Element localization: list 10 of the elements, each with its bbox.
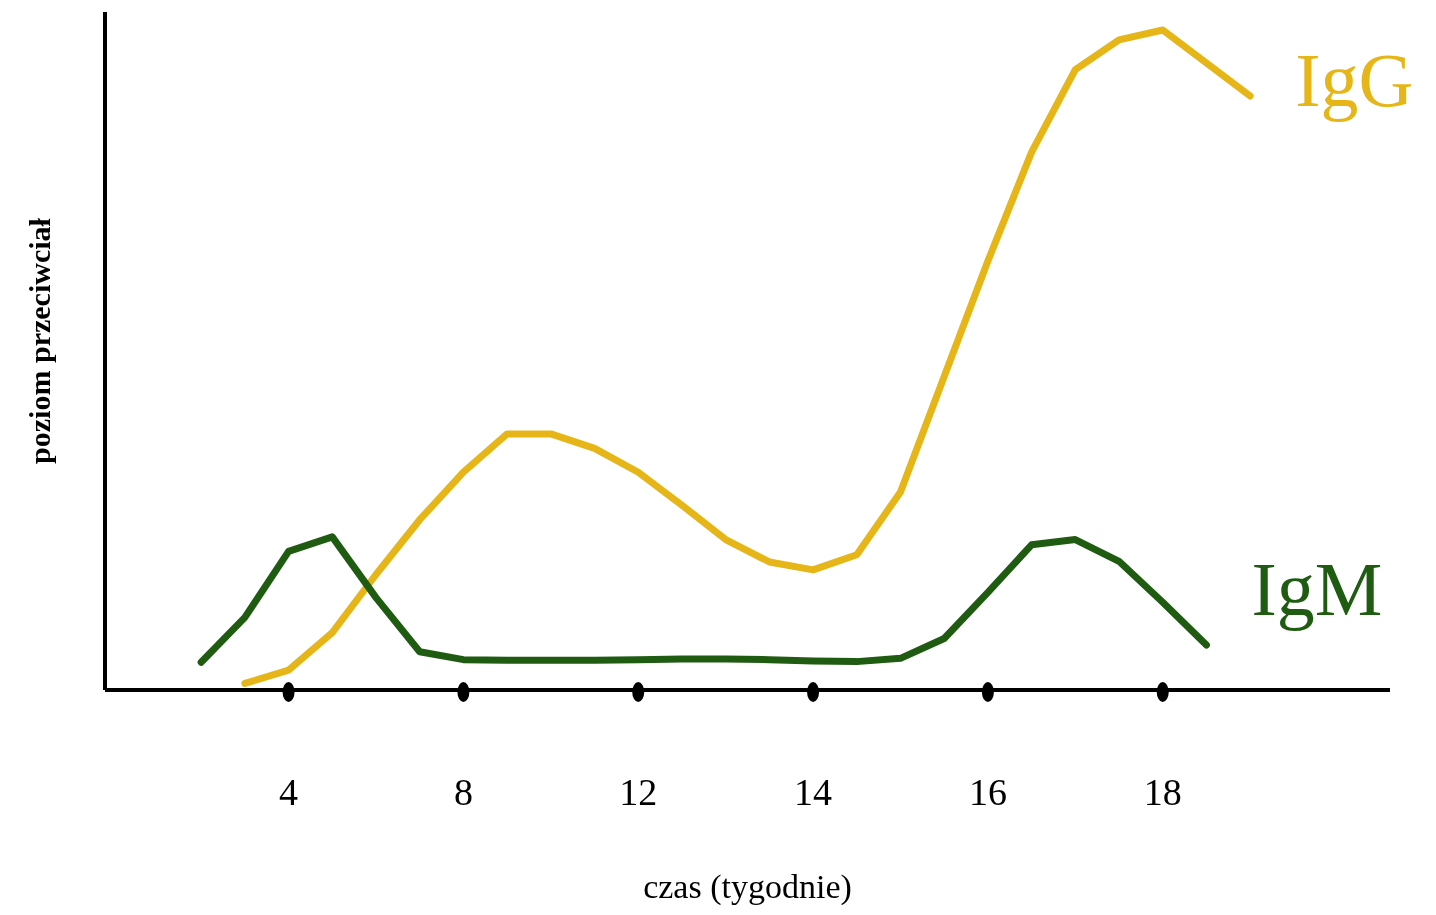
x-tick-label: 8 xyxy=(453,771,473,813)
x-tick-label: 12 xyxy=(619,771,658,813)
x-axis-title: czas (tygodnie) xyxy=(643,868,852,906)
x-tick-label: 18 xyxy=(1143,771,1182,813)
x-tick-label: 4 xyxy=(279,771,299,813)
x-tick-label: 16 xyxy=(968,771,1007,813)
y-axis-title: poziom przeciwciał xyxy=(23,217,56,464)
series-label: IgM xyxy=(1251,547,1383,632)
x-tick-label: 14 xyxy=(794,771,833,813)
series-label: IgG xyxy=(1295,38,1414,122)
